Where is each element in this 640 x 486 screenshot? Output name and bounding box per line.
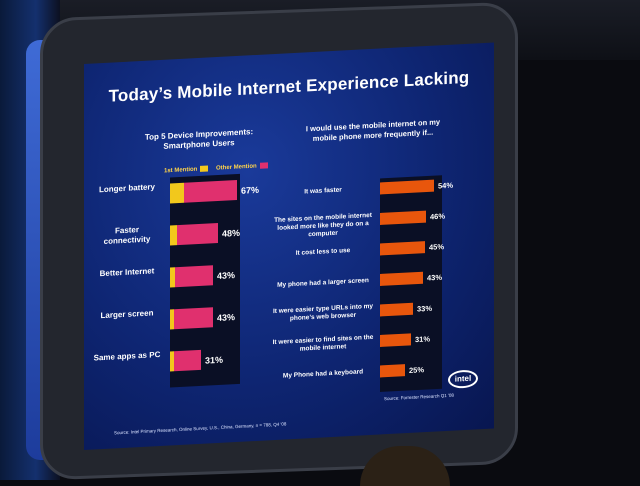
bar-other-mention (174, 307, 213, 330)
bar-value-label: 31% (415, 334, 430, 344)
bar-value-label: 33% (417, 304, 432, 314)
bar-right (380, 333, 411, 347)
bar-value-label: 43% (427, 273, 442, 283)
bar-value-label: 43% (217, 312, 235, 323)
bar-value-label: 43% (217, 270, 235, 281)
bar-value-label: 46% (430, 212, 445, 222)
bar-first-mention (170, 182, 184, 204)
bar-right (380, 241, 425, 256)
bar-value-label: 48% (222, 228, 240, 239)
bar-right (380, 271, 423, 286)
bar-charts: 67% 48% 43% 43% 31% 54% 46% 45% 43% 33% 31% 25% (170, 173, 453, 392)
bar-right (380, 179, 434, 195)
bar-right (380, 210, 426, 225)
bar-value-label: 67% (241, 185, 259, 196)
bar-right (380, 302, 413, 317)
bar-other-mention (177, 222, 218, 246)
slide-screen: Today’s Mobile Internet Experience Lacki… (84, 42, 494, 450)
bar-first-mention (170, 309, 174, 330)
bar-first-mention (170, 225, 177, 246)
bar-value-label: 25% (409, 365, 424, 375)
bar-other-mention (175, 265, 213, 288)
bar-value-label: 54% (438, 181, 453, 191)
bar-right (380, 364, 405, 378)
bar-first-mention (170, 267, 175, 288)
bar-other-mention (184, 179, 237, 203)
bar-value-label: 45% (429, 242, 444, 252)
bar-value-label: 31% (205, 355, 223, 366)
bar-first-mention (170, 351, 174, 372)
bar-other-mention (174, 349, 201, 372)
